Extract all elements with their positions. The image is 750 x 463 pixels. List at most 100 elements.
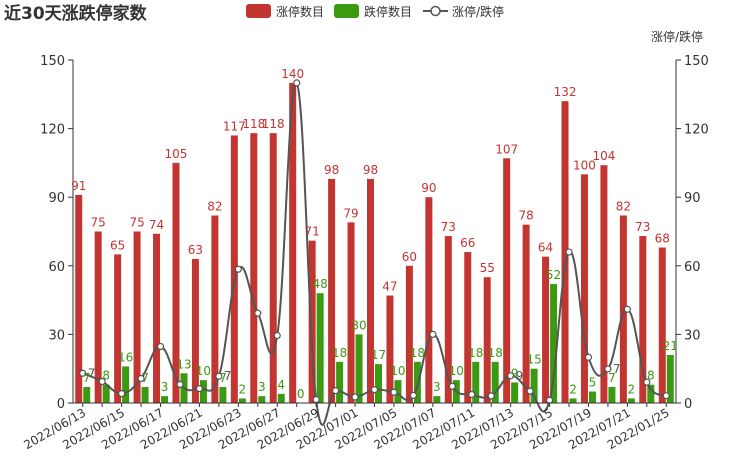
data-label-limit-up: 55	[480, 261, 495, 275]
bar-limit-up	[269, 133, 277, 403]
bar-limit-up	[367, 178, 374, 403]
bar-limit-down	[550, 284, 558, 403]
ratio-point	[370, 386, 379, 394]
data-label-limit-down: 10	[390, 364, 405, 378]
ratio-point	[293, 79, 301, 87]
data-label-limit-down: 5	[589, 376, 597, 390]
data-label-limit-up: 82	[616, 199, 631, 213]
data-label-limit-down: 16	[118, 350, 133, 364]
ratio-line	[79, 79, 670, 426]
data-label-limit-up: 68	[655, 232, 670, 246]
ratio-point	[273, 331, 281, 340]
left-axis-tick-label: 120	[40, 123, 65, 138]
bar-limit-down	[647, 384, 655, 403]
bar-limit-down	[472, 361, 480, 403]
data-label-limit-up: 71	[305, 225, 320, 239]
ratio-point	[98, 377, 106, 386]
data-label-limit-up: 73	[635, 220, 650, 234]
bar-limit-up	[75, 194, 83, 403]
ratio-point	[254, 309, 262, 317]
bar-limit-down	[277, 393, 285, 403]
ratio-point	[118, 390, 126, 398]
bar-limit-up	[483, 277, 491, 403]
bar-limit-down	[258, 396, 266, 403]
data-label-limit-up: 75	[129, 216, 144, 230]
ratio-point-label: 9	[516, 369, 524, 383]
bar-limit-up	[191, 258, 199, 403]
legend-label-ratio[interactable]: 涨停/跌停	[452, 4, 504, 19]
bar-limit-up	[658, 247, 666, 403]
bar-limit-down	[433, 396, 441, 403]
bar-limit-up	[230, 135, 238, 403]
data-label-limit-down: 13	[176, 357, 191, 371]
ratio-point	[195, 384, 204, 393]
legend-label-limit-down[interactable]: 跌停数目	[364, 4, 412, 19]
bar-limit-up	[289, 82, 297, 403]
data-label-limit-up: 78	[518, 209, 533, 223]
ratio-point	[390, 388, 398, 396]
bar-limit-down	[627, 398, 635, 403]
ratio-point	[137, 374, 145, 383]
bar-limit-down	[355, 334, 363, 403]
data-label-limit-up: 104	[592, 149, 615, 163]
data-label-limit-down: 30	[351, 318, 366, 332]
legend-swatch-limit-down[interactable]	[334, 4, 359, 18]
bar-limit-up	[250, 133, 258, 403]
data-label-limit-up: 90	[421, 181, 436, 195]
bar-limit-up	[425, 197, 433, 403]
bar-limit-up	[133, 231, 141, 403]
bar-limit-up	[464, 252, 472, 403]
data-label-limit-down: 3	[433, 380, 441, 394]
ratio-point	[215, 372, 223, 380]
data-label-limit-up: 98	[324, 163, 339, 177]
data-label-limit-up: 74	[149, 218, 164, 232]
left-axis-tick-label: 0	[57, 397, 65, 412]
right-axis-tick-label: 30	[684, 328, 701, 343]
ratio-point-label: 7	[224, 369, 232, 383]
bar-limit-down	[569, 398, 577, 403]
data-label-limit-down: 4	[277, 378, 285, 392]
bar-limit-down	[102, 384, 110, 403]
bar-limit-down	[608, 386, 616, 403]
ratio-point	[351, 393, 359, 401]
bar-limit-up	[639, 236, 647, 403]
bar-limit-up	[153, 233, 161, 403]
bar-limit-up	[600, 165, 608, 403]
data-label-limit-down: 18	[410, 346, 425, 360]
legend-label-limit-up[interactable]: 涨停数目	[276, 4, 324, 19]
bar-limit-down	[491, 361, 499, 403]
ratio-point	[176, 380, 184, 389]
bar-limit-down	[83, 386, 91, 403]
data-label-limit-up: 140	[281, 67, 304, 81]
ratio-point	[487, 392, 495, 400]
bar-limit-up	[172, 162, 180, 403]
bar-limit-up	[444, 236, 452, 403]
right-axis-tick-label: 0	[684, 397, 692, 412]
ratio-point	[545, 396, 554, 404]
bar-limit-up	[308, 240, 316, 403]
bar-limit-down	[394, 380, 402, 403]
data-label-limit-up: 98	[363, 163, 378, 177]
bar-limit-up	[542, 256, 550, 403]
bar-limit-up	[386, 295, 394, 403]
data-label-limit-down: 18	[468, 346, 483, 360]
legend-marker-ratio[interactable]	[430, 5, 441, 17]
bar-limit-down	[161, 396, 169, 403]
bar-limit-up	[94, 231, 102, 403]
data-label-limit-up: 117	[223, 119, 246, 133]
data-label-limit-down: 48	[313, 277, 328, 291]
data-label-limit-up: 47	[382, 280, 397, 294]
legend-swatch-limit-up[interactable]	[246, 4, 271, 18]
ratio-point	[79, 369, 87, 377]
chart-title: 近30天涨跌停家数	[4, 3, 148, 24]
data-label-limit-down: 0	[297, 387, 305, 401]
ratio-point	[526, 387, 534, 395]
left-axis-tick-label: 30	[48, 328, 65, 343]
bar-limit-down	[511, 382, 519, 403]
data-label-limit-up: 132	[554, 85, 577, 99]
legend[interactable]: 涨停数目 跌停数目 涨停/跌停	[246, 4, 504, 19]
right-axis-tick-label: 150	[684, 54, 709, 69]
data-label-limit-up: 118	[242, 117, 265, 131]
data-label-limit-down: 15	[526, 353, 541, 367]
